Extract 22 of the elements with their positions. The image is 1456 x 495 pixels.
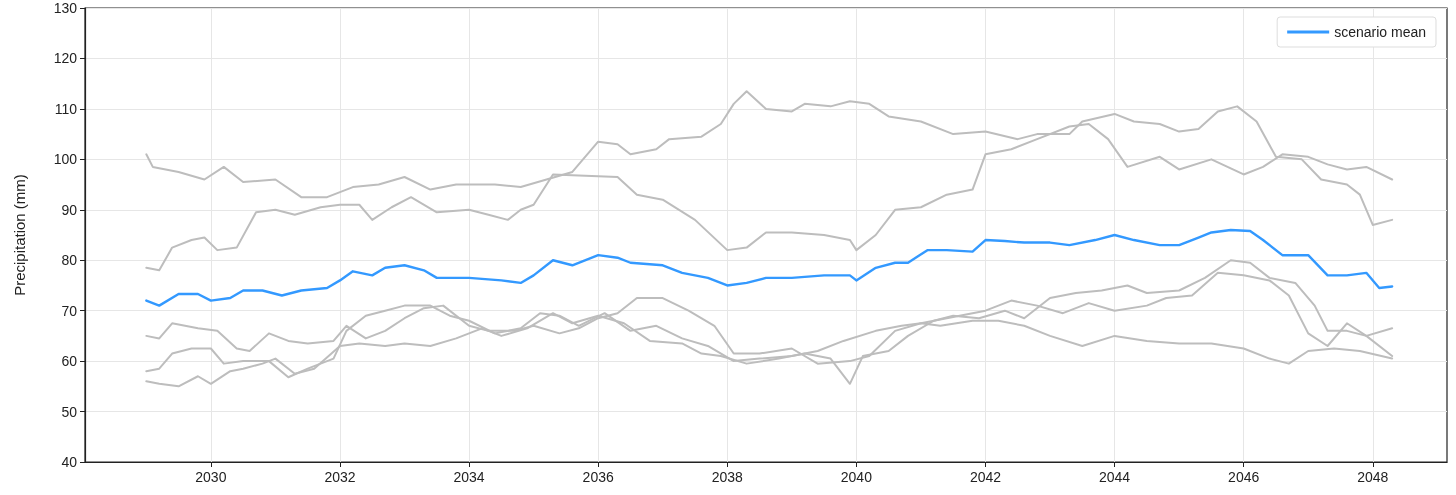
x-tick-label: 2034 [453,469,485,485]
x-tick-label: 2040 [840,469,873,485]
y-tick-label: 120 [53,50,78,67]
legend-label: scenario mean [1334,24,1426,40]
y-tick-label: 60 [61,353,78,370]
y-tick-label: 80 [61,252,78,269]
y-tick-label: 130 [53,0,78,16]
y-tick-label: 40 [61,454,78,470]
y-tick-label: 110 [54,100,78,117]
y-tick-label: 70 [61,302,78,319]
x-tick-label: 2038 [711,469,744,485]
y-axis-title: Precipitation (mm) [11,174,28,296]
x-tick-label: 2042 [969,469,1002,485]
x-tick-label: 2036 [582,469,614,485]
y-tick-label: 90 [61,201,78,218]
x-tick-label: 2046 [1228,469,1260,485]
x-tick-label: 2032 [324,469,356,485]
y-tick-label: 50 [61,403,78,420]
x-tick-label: 2044 [1098,469,1131,485]
x-tick-label: 2048 [1357,469,1389,485]
y-tick-label: 100 [53,151,78,168]
x-tick-label: 2030 [195,469,227,485]
